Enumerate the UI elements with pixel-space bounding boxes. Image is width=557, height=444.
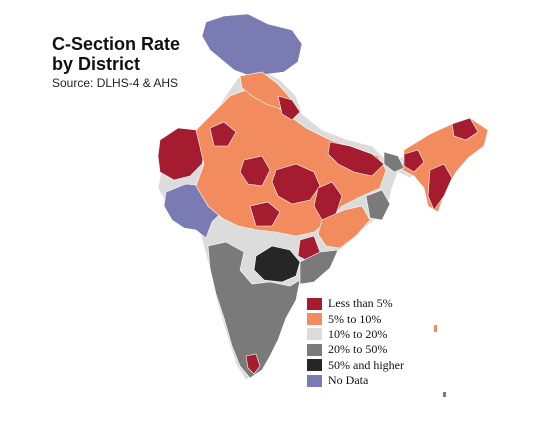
region-less-than-5-maharashtra (249, 201, 281, 227)
region-5-to-10-odisha (317, 205, 371, 249)
legend-item-5-to-10: 5% to 10% (307, 311, 404, 326)
legend-label: 5% to 10% (328, 311, 382, 326)
legend: Less than 5% 5% to 10% 10% to 20% 20% to… (307, 296, 404, 388)
region-no-data-north (201, 13, 303, 77)
legend-label: 10% to 20% (328, 326, 388, 341)
legend-swatch (307, 297, 322, 310)
legend-swatch (307, 313, 322, 326)
legend-item-50-and-higher: 50% and higher (307, 358, 404, 373)
legend-label: 20% to 50% (328, 342, 388, 357)
legend-label: Less than 5% (328, 296, 393, 311)
title-block: C-Section Rate by District Source: DLHS-… (52, 34, 180, 91)
legend-swatch (307, 328, 322, 341)
map-title-line-2: by District (52, 54, 141, 74)
andaman-islands (434, 325, 437, 332)
legend-swatch (307, 359, 322, 372)
source-note: Source: DLHS-4 & AHS (52, 76, 179, 90)
legend-swatch (307, 374, 322, 387)
region-less-than-5-mp2 (239, 155, 271, 187)
region-less-than-5-up (277, 95, 301, 121)
region-less-than-5-northeast2 (427, 163, 453, 211)
legend-item-less-than-5: Less than 5% (307, 296, 404, 311)
region-less-than-5-rajasthan (157, 127, 207, 181)
nicobar-island (443, 392, 446, 397)
region-less-than-5-bihar (327, 141, 385, 177)
region-less-than-5-kerala (245, 353, 261, 375)
region-20-to-50-south (207, 241, 301, 379)
region-less-than-5-mp (271, 163, 321, 205)
region-20-to-50-east (365, 189, 391, 221)
region-less-than-5-northeast3 (403, 149, 425, 173)
legend-swatch (307, 343, 322, 356)
legend-item-no-data: No Data (307, 373, 404, 388)
region-50-and-higher (253, 245, 301, 283)
region-less-than-5-rajasthan2 (209, 121, 237, 147)
legend-label: No Data (328, 373, 369, 388)
region-20-to-50-andhra (299, 249, 339, 285)
region-less-than-5-northeast (451, 117, 479, 141)
legend-label: 50% and higher (328, 357, 404, 372)
map-title-line-1: C-Section Rate (52, 34, 181, 54)
legend-item-20-to-50: 20% to 50% (307, 342, 404, 357)
region-20-to-50-bengal (383, 151, 405, 173)
legend-item-10-to-20: 10% to 20% (307, 327, 404, 342)
